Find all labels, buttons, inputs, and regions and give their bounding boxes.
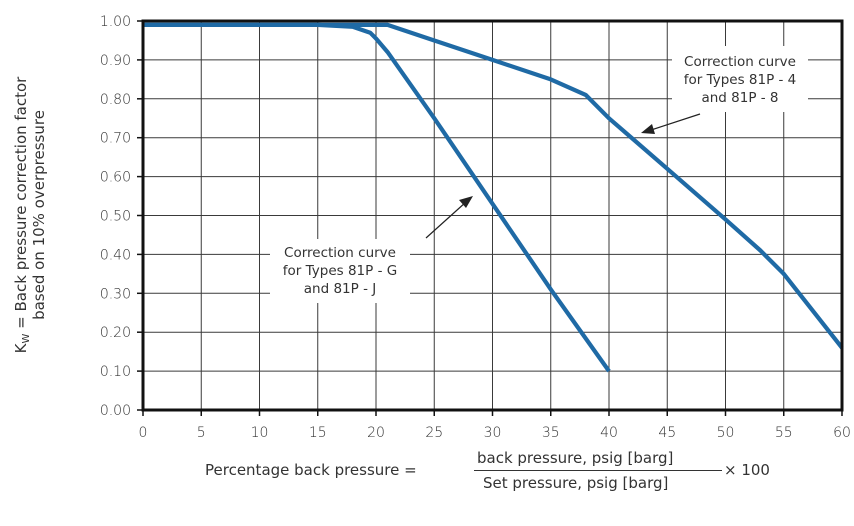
x-tick-label-10: 50 <box>717 425 735 441</box>
x-axis-label-suffix: × 100 <box>724 461 770 479</box>
y-axis-label-line1: KW = Back pressure correction factor <box>12 76 32 354</box>
x-tick-label-9: 45 <box>658 425 676 441</box>
annotation-81p-g-j-arrow <box>425 201 467 239</box>
y-axis-label-line2: based on 10% overpressure <box>30 110 48 320</box>
x-tick-label-0: 0 <box>139 425 148 441</box>
y-tick-label-4: 0.40 <box>100 247 131 263</box>
y-tick-label-10: 1.00 <box>100 14 131 30</box>
y-tick-label-5: 0.50 <box>100 209 131 225</box>
x-axis-label-denominator: Set pressure, psig [barg] <box>483 474 669 492</box>
x-tick-label-2: 10 <box>251 425 269 441</box>
series-line-types_81p_g_j <box>143 22 611 373</box>
x-tick-label-6: 30 <box>484 425 502 441</box>
annotation-81p-g-j-line2: for Types 81P - G <box>283 263 397 279</box>
x-tick-label-5: 25 <box>425 425 443 441</box>
annotation-81p-4-8-arrowhead <box>641 124 655 134</box>
x-axis-label-fraction-bar <box>474 470 722 472</box>
annotation-81p-g-j-line1: Correction curve <box>284 245 396 261</box>
y-tick-label-1: 0.10 <box>100 364 131 380</box>
annotation-81p-4-8-line1: Correction curve <box>684 54 796 70</box>
y-tick-label-2: 0.20 <box>100 325 131 341</box>
x-axis-label-numerator: back pressure, psig [barg] <box>477 449 674 467</box>
annotation-81p-4-8-line2: for Types 81P - 4 <box>684 72 797 88</box>
series-layer <box>143 22 844 373</box>
x-tick-label-4: 20 <box>367 425 385 441</box>
y-tick-label-8: 0.80 <box>100 92 131 108</box>
annotation-81p-g-j-line3: and 81P - J <box>304 281 376 297</box>
x-tick-labels: 0 5 10 15 20 25 30 35 40 45 50 55 60 <box>139 410 851 441</box>
y-tick-labels: 0.00 0.10 0.20 0.30 0.40 0.50 0.60 0.70 0.80 0.90… <box>100 14 143 419</box>
x-tick-label-12: 60 <box>833 425 851 441</box>
annotation-81p-g-j-arrowhead <box>459 196 473 208</box>
x-tick-label-1: 5 <box>197 425 206 441</box>
y-tick-label-3: 0.30 <box>100 286 131 302</box>
y-tick-label-9: 0.90 <box>100 53 131 69</box>
x-tick-label-8: 40 <box>600 425 618 441</box>
x-tick-label-11: 55 <box>775 425 793 441</box>
y-tick-label-0: 0.00 <box>100 403 131 419</box>
x-axis-label-prefix: Percentage back pressure = <box>205 461 417 479</box>
series-line-types_81p_4_8 <box>143 22 844 350</box>
y-axis-label: KW = Back pressure correction factor bas… <box>12 76 48 354</box>
annotation-81p-4-8-line3: and 81P - 8 <box>701 90 778 106</box>
y-tick-label-6: 0.60 <box>100 170 131 186</box>
y-tick-label-7: 0.70 <box>100 131 131 147</box>
annotation-81p-4-8-arrow <box>647 113 701 132</box>
x-tick-label-3: 15 <box>309 425 327 441</box>
annotation-81p-4-8: Correction curve for Types 81P - 4 and 8… <box>641 46 808 134</box>
x-tick-label-7: 35 <box>542 425 560 441</box>
annotation-81p-g-j: Correction curve for Types 81P - G and 8… <box>270 196 473 303</box>
